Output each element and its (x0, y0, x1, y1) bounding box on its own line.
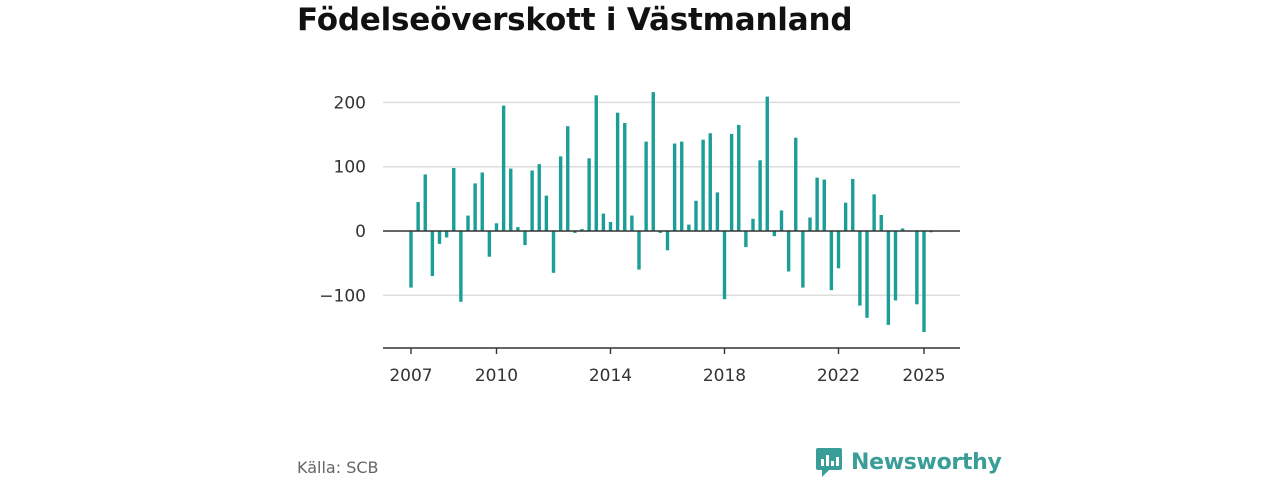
bar (409, 231, 413, 288)
bar (879, 214, 883, 231)
bar (573, 231, 577, 233)
gridlines (383, 101, 960, 297)
bar (608, 221, 613, 231)
bar (644, 141, 648, 231)
bar (630, 215, 634, 231)
x-tick-label: 2025 (902, 366, 945, 386)
bars (409, 92, 933, 332)
bar (701, 139, 705, 231)
bar (694, 200, 698, 231)
source-note: Källa: SCB (297, 458, 379, 477)
bar (516, 227, 520, 231)
bar (687, 224, 691, 231)
bar (765, 96, 769, 231)
bar (587, 158, 591, 231)
bar (566, 126, 570, 231)
brand-logo[interactable]: Newsworthy (815, 446, 1002, 478)
bar (423, 174, 427, 231)
brand-name: Newsworthy (851, 449, 1002, 475)
bar (551, 231, 556, 273)
bar (658, 231, 663, 233)
bar (494, 223, 499, 231)
bar (915, 231, 919, 305)
bar (665, 231, 670, 251)
bar (651, 92, 655, 231)
bar (900, 228, 905, 231)
bar (794, 137, 798, 231)
bar (580, 229, 584, 231)
x-axis-tick-labels: 2007 2010 2014 2018 2022 2025 (389, 366, 945, 386)
bar (758, 160, 762, 231)
bar (822, 179, 826, 231)
y-tick-label: 200 (334, 93, 366, 113)
bar (779, 210, 784, 231)
bar (858, 231, 862, 306)
bar (601, 213, 606, 231)
bar (437, 231, 442, 244)
bar (637, 231, 641, 270)
bar (744, 231, 748, 248)
bar (836, 231, 841, 269)
newsworthy-logo-icon (816, 448, 842, 477)
y-axis-tick-labels: 200 100 0 −100 (319, 93, 366, 306)
bar (594, 95, 598, 232)
bar (772, 231, 777, 237)
bar (872, 194, 876, 231)
y-tick-label: −100 (319, 286, 366, 306)
bar (815, 177, 819, 231)
bar (922, 231, 926, 332)
x-tick-label: 2014 (589, 366, 632, 386)
axes (383, 230, 960, 354)
bar (843, 202, 848, 231)
bar (523, 231, 527, 246)
bar (558, 156, 563, 231)
bar (466, 215, 470, 231)
bar (751, 218, 755, 231)
bar (729, 133, 734, 231)
bar (801, 231, 805, 288)
x-tick-label: 2007 (389, 366, 432, 386)
bar (808, 217, 812, 231)
bar (886, 231, 891, 325)
x-tick-label: 2022 (817, 366, 860, 386)
bar (829, 231, 834, 291)
bar (672, 143, 677, 231)
bar (715, 192, 720, 231)
bar (680, 141, 684, 231)
bar (623, 122, 627, 231)
bar (708, 133, 712, 231)
bar (544, 195, 549, 231)
y-tick-label: 0 (355, 222, 366, 242)
bar (722, 231, 727, 300)
bar (509, 168, 513, 231)
x-tick-label: 2018 (703, 366, 746, 386)
chart-title: Födelseöverskott i Västmanland (297, 2, 853, 38)
bar (501, 105, 506, 231)
bar (444, 231, 449, 238)
bar (416, 202, 420, 231)
x-tick-label: 2010 (475, 366, 518, 386)
bar (530, 170, 534, 231)
bar (430, 231, 435, 277)
bar (452, 167, 456, 231)
bar (480, 172, 484, 231)
bar (473, 183, 477, 231)
y-tick-label: 100 (334, 158, 366, 178)
bar (786, 231, 791, 272)
bar (537, 164, 541, 231)
bar (893, 231, 898, 301)
bar (459, 231, 463, 302)
bar (737, 124, 741, 231)
bar (487, 231, 492, 257)
bar (851, 178, 855, 231)
bar (615, 112, 620, 231)
bar (865, 231, 869, 318)
